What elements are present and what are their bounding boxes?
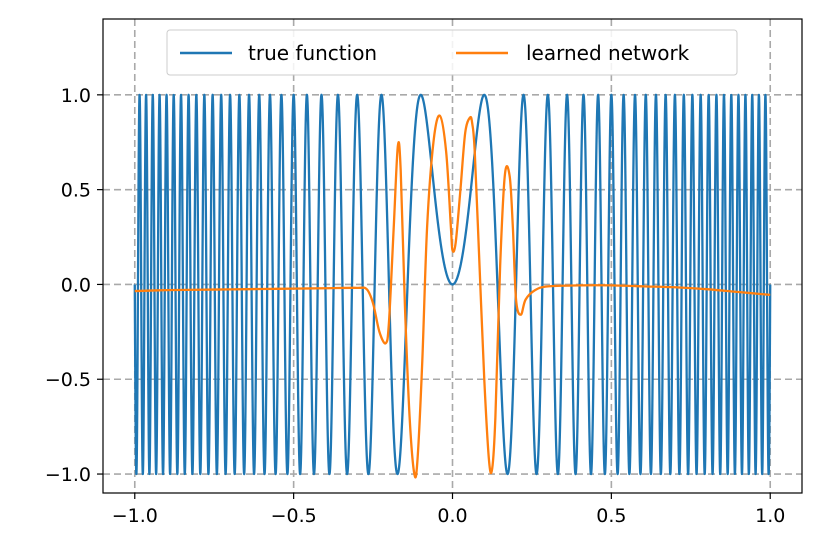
y-tick-label: −0.5 [45, 369, 91, 391]
legend-label-true-function: true function [248, 41, 377, 65]
y-tick-label: −1.0 [45, 464, 91, 486]
legend-label-learned-network: learned network [526, 41, 690, 65]
series-layer [133, 93, 772, 479]
y-tick-label: 1.0 [61, 85, 91, 107]
y-tick-label: 0.0 [61, 274, 91, 296]
x-tick-label: 0.0 [437, 505, 467, 527]
series-line-true-function [133, 93, 772, 476]
y-tick-label: 0.5 [61, 180, 91, 202]
x-tick-label: 1.0 [755, 505, 785, 527]
legend: true function learned network [166, 29, 738, 76]
series-line-learned-network [134, 114, 771, 479]
legend-box [166, 29, 738, 76]
x-tick-label: −0.5 [271, 505, 317, 527]
x-tick-label: 0.5 [596, 505, 626, 527]
x-tick-label: −1.0 [112, 505, 158, 527]
axis-ticks: −1.0 −0.5 0.0 0.5 1.0 −1.0 −0.5 0.0 0.5 1.0 [45, 85, 785, 527]
